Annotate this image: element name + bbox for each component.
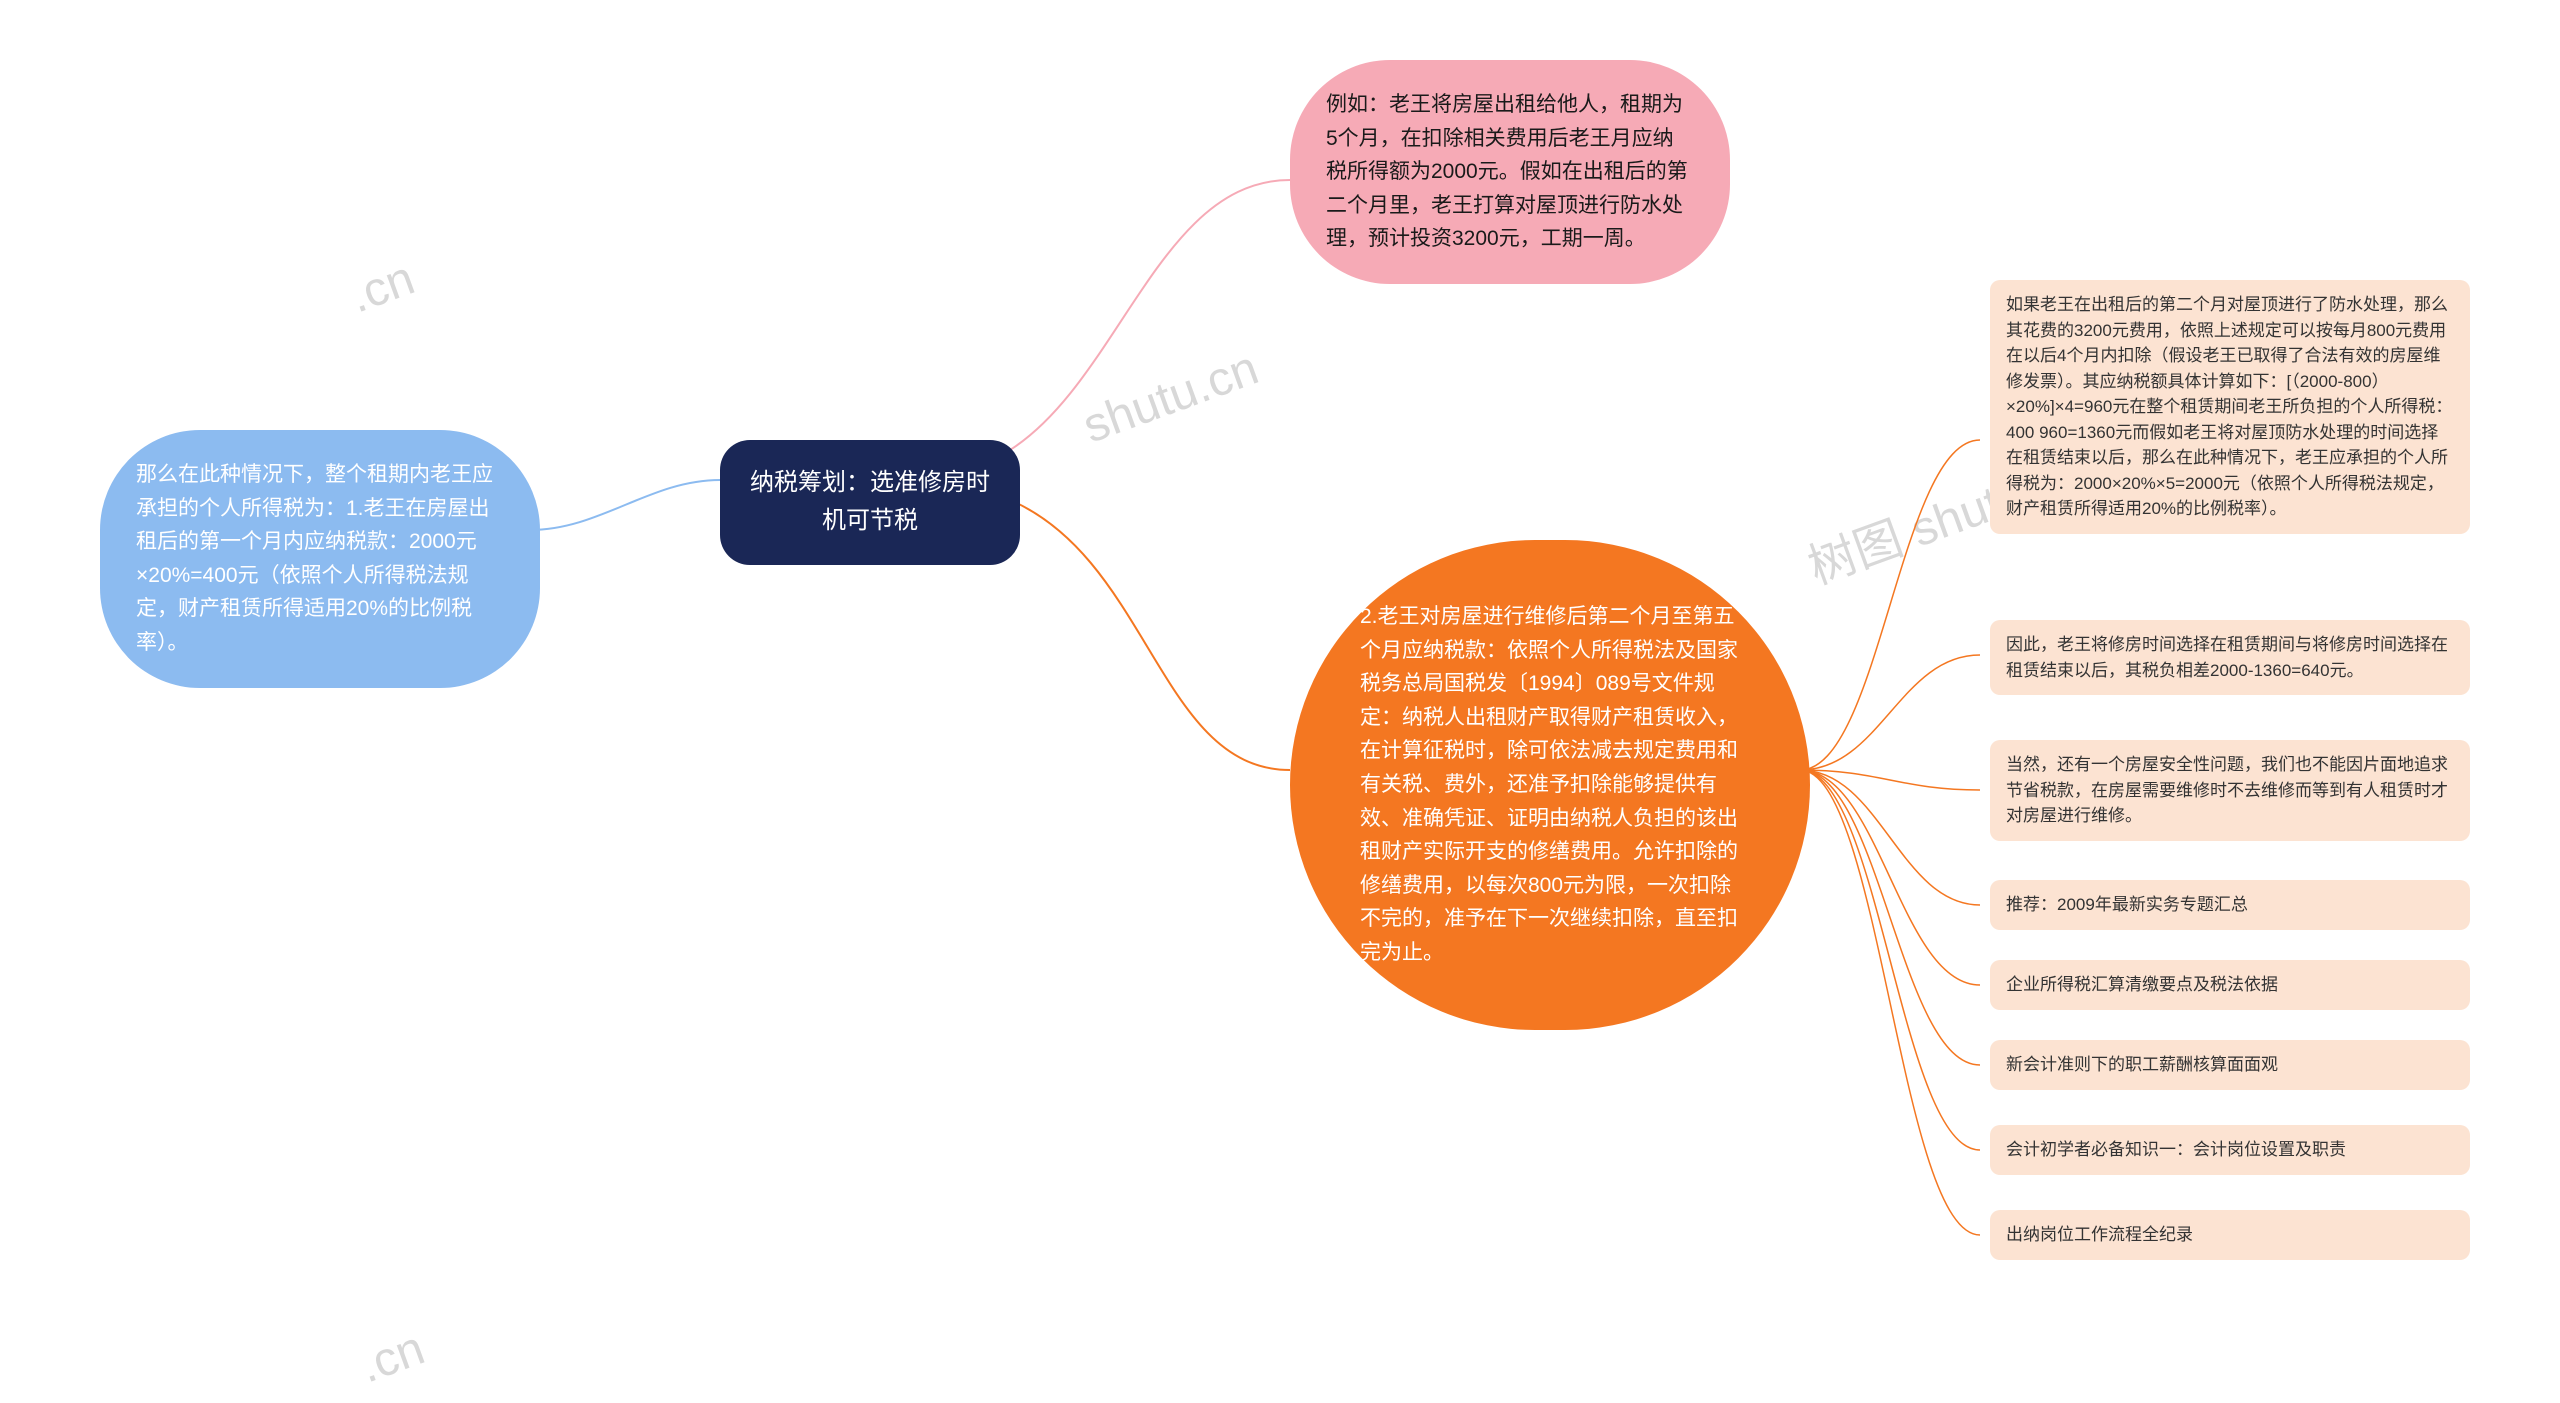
leaf-item[interactable]: 企业所得税汇算清缴要点及税法依据: [1990, 960, 2470, 1010]
center-node[interactable]: 纳税筹划：选准修房时机可节税: [720, 440, 1020, 565]
leaf-item[interactable]: 出纳岗位工作流程全纪录: [1990, 1210, 2470, 1260]
center-node-text: 纳税筹划：选准修房时机可节税: [750, 464, 990, 541]
leaf-item[interactable]: 如果老王在出租后的第二个月对屋顶进行了防水处理，那么其花费的3200元费用，依照…: [1990, 280, 2470, 534]
leaf-item[interactable]: 当然，还有一个房屋安全性问题，我们也不能因片面地追求节省税款，在房屋需要维修时不…: [1990, 740, 2470, 841]
watermark: shutu.cn: [1076, 341, 1265, 455]
leaf-text: 推荐：2009年最新实务专题汇总: [2006, 895, 2248, 914]
watermark: .cn: [353, 1321, 432, 1395]
watermark: .cn: [343, 251, 422, 325]
leaf-item[interactable]: 会计初学者必备知识一：会计岗位设置及职责: [1990, 1125, 2470, 1175]
pink-node-text: 例如：老王将房屋出租给他人，租期为5个月，在扣除相关费用后老王月应纳税所得额为2…: [1326, 88, 1694, 256]
connector-lines: [0, 0, 2560, 1403]
left-node[interactable]: 那么在此种情况下，整个租期内老王应承担的个人所得税为：1.老王在房屋出租后的第一…: [100, 430, 540, 688]
leaf-item[interactable]: 因此，老王将修房时间选择在租赁期间与将修房时间选择在租赁结束以后，其税负相差20…: [1990, 620, 2470, 695]
leaf-text: 因此，老王将修房时间选择在租赁期间与将修房时间选择在租赁结束以后，其税负相差20…: [2006, 635, 2448, 680]
leaf-text: 新会计准则下的职工薪酬核算面面观: [2006, 1055, 2278, 1074]
leaf-item[interactable]: 新会计准则下的职工薪酬核算面面观: [1990, 1040, 2470, 1090]
leaf-text: 出纳岗位工作流程全纪录: [2006, 1225, 2193, 1244]
leaf-text: 如果老王在出租后的第二个月对屋顶进行了防水处理，那么其花费的3200元费用，依照…: [2006, 295, 2452, 518]
pink-node[interactable]: 例如：老王将房屋出租给他人，租期为5个月，在扣除相关费用后老王月应纳税所得额为2…: [1290, 60, 1730, 284]
leaf-text: 企业所得税汇算清缴要点及税法依据: [2006, 975, 2278, 994]
orange-node[interactable]: 2.老王对房屋进行维修后第二个月至第五个月应纳税款：依照个人所得税法及国家税务总…: [1290, 540, 1810, 1030]
leaf-text: 会计初学者必备知识一：会计岗位设置及职责: [2006, 1140, 2346, 1159]
orange-node-text: 2.老王对房屋进行维修后第二个月至第五个月应纳税款：依照个人所得税法及国家税务总…: [1360, 600, 1740, 970]
leaf-text: 当然，还有一个房屋安全性问题，我们也不能因片面地追求节省税款，在房屋需要维修时不…: [2006, 755, 2448, 825]
left-node-text: 那么在此种情况下，整个租期内老王应承担的个人所得税为：1.老王在房屋出租后的第一…: [136, 458, 504, 660]
leaf-item[interactable]: 推荐：2009年最新实务专题汇总: [1990, 880, 2470, 930]
